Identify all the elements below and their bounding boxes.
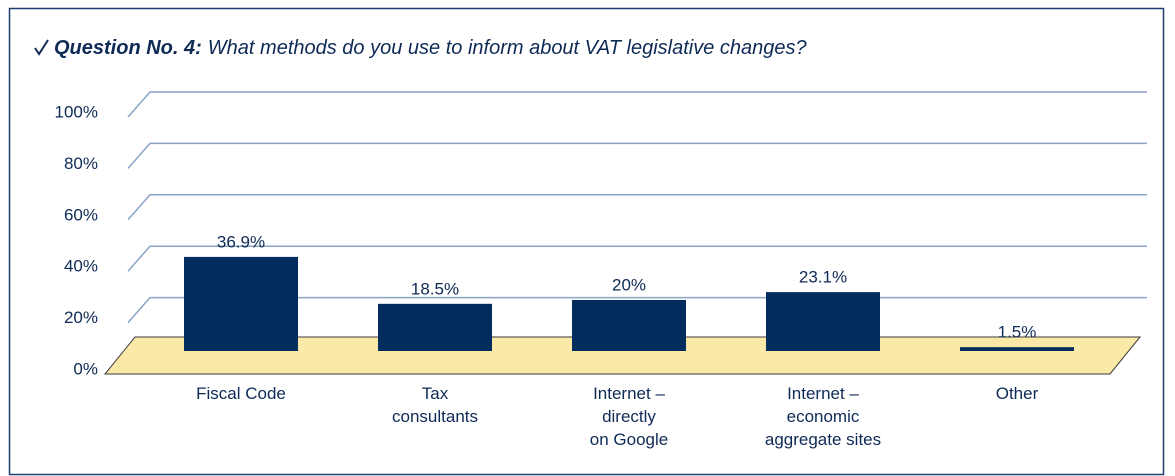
value-label: 23.1% — [799, 268, 847, 287]
y-tick-label: 60% — [64, 205, 98, 224]
x-tick-label: Other — [995, 384, 1039, 403]
floor — [103, 336, 1142, 375]
grid-line — [127, 91, 1147, 118]
chart-title: Question No. 4: What methods do you use t… — [54, 37, 808, 59]
bar — [378, 303, 492, 351]
x-tick-label: Internet – economic aggregate sites — [764, 384, 882, 449]
check-icon — [34, 39, 49, 56]
y-tick-label: 0% — [73, 359, 98, 378]
x-tick-label: Tax consultants — [392, 384, 478, 426]
grid-line — [127, 142, 1147, 169]
bar — [184, 256, 298, 351]
bar — [572, 300, 686, 351]
bar — [960, 347, 1074, 351]
y-tick-label: 100% — [55, 102, 98, 121]
title-text: What methods do you use to inform about … — [208, 37, 808, 59]
grid-line — [127, 194, 1147, 221]
value-label: 36.9% — [217, 232, 265, 251]
value-label: 18.5% — [411, 279, 459, 298]
y-tick-label: 80% — [64, 154, 98, 173]
grid-line — [127, 245, 1147, 272]
title-prefix: Question No. 4: — [54, 37, 202, 59]
value-label: 20% — [612, 275, 646, 294]
y-tick-label: 20% — [64, 308, 98, 327]
value-label: 1.5% — [998, 323, 1037, 342]
x-tick-label: Internet – directly on Google — [589, 384, 669, 449]
bar — [766, 292, 880, 351]
x-tick-label: Fiscal Code — [196, 384, 286, 403]
y-tick-label: 40% — [64, 257, 98, 276]
frame — [8, 7, 1165, 476]
